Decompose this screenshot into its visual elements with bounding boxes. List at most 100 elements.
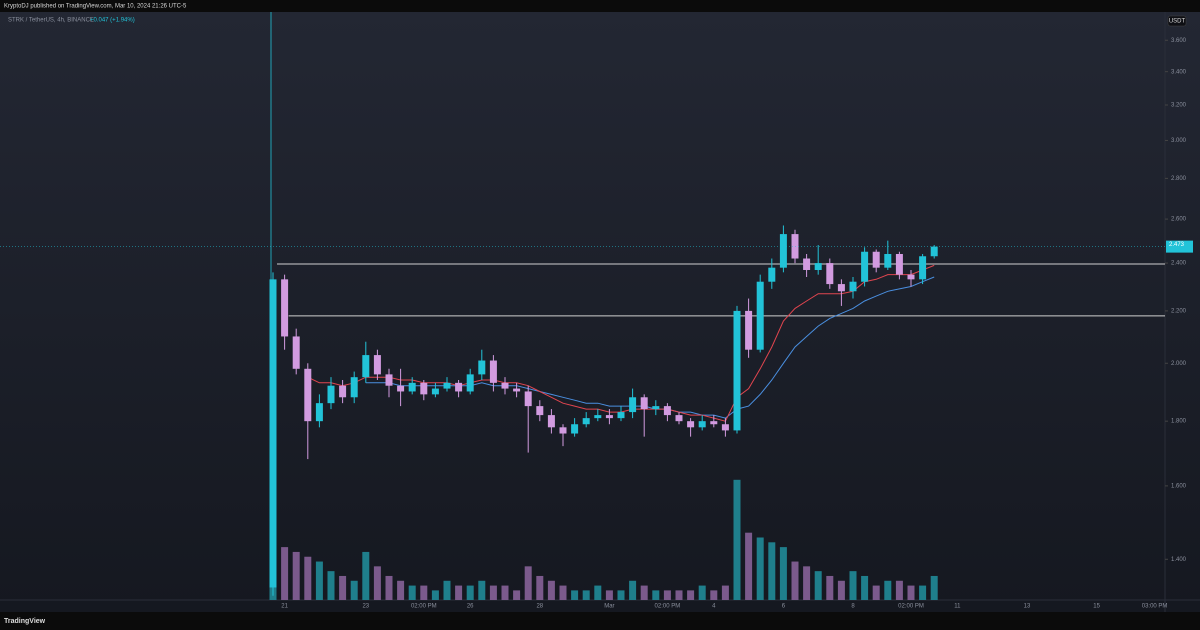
x-tick-label: 4 [712, 604, 716, 610]
candle-body [362, 355, 370, 378]
candle-body [884, 253, 892, 268]
candle-body [373, 355, 381, 375]
candle-body [536, 406, 544, 416]
candle-body [837, 284, 845, 292]
candle-body [350, 377, 358, 398]
x-tick-label: 13 [1024, 604, 1031, 610]
candle-body [431, 388, 439, 395]
currency: USDT [1169, 19, 1186, 25]
candle-body [304, 368, 312, 422]
y-tick-label: 2.200 [1171, 308, 1187, 314]
candle-body [930, 246, 938, 257]
volume-bar [884, 580, 892, 600]
volume-bar [872, 585, 880, 600]
candle-body [420, 382, 428, 395]
volume-bar [315, 561, 323, 600]
volume-bar [907, 585, 915, 600]
candle-body [617, 412, 625, 419]
volume-bar [605, 590, 613, 600]
volume-bar [292, 551, 300, 600]
candle-body [408, 382, 416, 392]
candle-body [895, 253, 903, 275]
candle-body [814, 263, 822, 270]
candle-body [571, 424, 579, 434]
candle-body [582, 418, 590, 425]
candle-body [594, 415, 602, 419]
y-tick-label: 1.800 [1171, 419, 1187, 425]
volume-bar [663, 590, 671, 600]
last-price-label: 2.473 [1169, 242, 1185, 248]
volume-bar [745, 532, 753, 600]
candle-body [315, 403, 323, 422]
brand: TradingView [4, 618, 46, 625]
candle-body [768, 267, 776, 282]
volume-bar [675, 590, 683, 600]
candle-body [629, 397, 637, 413]
volume-bar [350, 580, 358, 600]
candle-body [489, 360, 497, 383]
candle-body [269, 279, 277, 588]
volume-bar [489, 585, 497, 600]
candle-body [663, 406, 671, 416]
volume-bar [408, 585, 416, 600]
candle-body [281, 279, 289, 337]
x-tick-label: 02:00 PM [898, 604, 924, 610]
y-tick-label: 1.600 [1171, 483, 1187, 489]
candle-body [919, 256, 927, 280]
candle-body [501, 382, 509, 389]
candle-body [339, 385, 347, 398]
volume-bar [304, 556, 312, 600]
volume-bar [443, 580, 451, 600]
volume-bar [501, 585, 509, 600]
header-bar [0, 0, 1200, 12]
candle-body [478, 360, 486, 375]
candle-body [710, 421, 718, 425]
x-tick-label: 21 [281, 604, 288, 610]
volume-bar [861, 575, 869, 600]
volume-bar [478, 580, 486, 600]
volume-bar [733, 479, 741, 600]
volume-bar [362, 551, 370, 600]
candle-body [779, 234, 787, 268]
candle-body [721, 424, 729, 431]
y-tick-label: 2.600 [1171, 217, 1187, 223]
volume-pane [269, 475, 938, 600]
volume-bar [640, 585, 648, 600]
volume-bar [849, 571, 857, 600]
plot-background [0, 12, 1200, 612]
candle-body [826, 263, 834, 285]
candle-body [698, 421, 706, 428]
volume-bar [281, 547, 289, 600]
volume-bar [710, 590, 718, 600]
x-tick-label: 11 [954, 604, 961, 610]
candle-body [443, 382, 451, 389]
y-tick-label: 3.400 [1171, 69, 1187, 75]
candle-body [652, 406, 660, 410]
volume-bar [652, 590, 660, 600]
y-tick-label: 1.400 [1171, 557, 1187, 563]
x-tick-label: 8 [851, 604, 855, 610]
x-tick-label: 02:00 PM [411, 604, 437, 610]
candle-body [791, 234, 799, 259]
x-tick-label: 6 [782, 604, 786, 610]
volume-bar [930, 575, 938, 600]
candle-body [559, 427, 567, 434]
x-tick-label: 28 [536, 604, 543, 610]
volume-bar [431, 590, 439, 600]
volume-bar [397, 580, 405, 600]
x-tick-label: 02:00 PM [655, 604, 681, 610]
price-pane: 1.400 1.600 1.800 2.000 2.200 2.400 2.600 2.800… [0, 38, 1193, 610]
volume-bar [339, 575, 347, 600]
volume-bar [756, 537, 764, 600]
volume-bar [698, 585, 706, 600]
y-tick-label: 2.800 [1171, 176, 1187, 182]
candle-body [385, 374, 393, 386]
y-tick-label: 3.600 [1171, 38, 1187, 44]
y-tick-label: 3.200 [1171, 103, 1187, 109]
volume-bar [791, 561, 799, 600]
candle-body [675, 415, 683, 422]
y-tick-label: 2.000 [1171, 361, 1187, 367]
candle-body [466, 374, 474, 392]
x-tick-label: 15 [1093, 604, 1100, 610]
